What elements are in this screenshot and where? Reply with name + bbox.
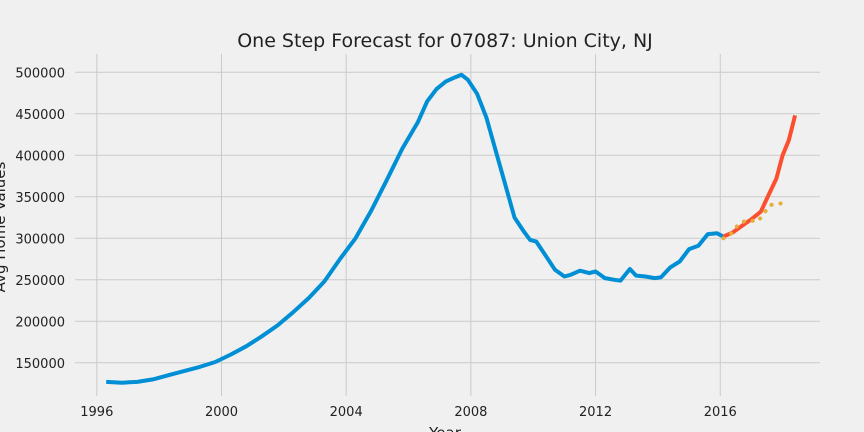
series-line-2	[722, 114, 798, 239]
y-tick-label: 400000	[15, 149, 65, 164]
x-axis-label: Year	[428, 424, 462, 432]
x-tick-label: 2000	[205, 405, 238, 420]
y-tick-labels: 150000 200000 250000 300000 350000 400000 4500…	[15, 66, 65, 372]
y-tick-label: 200000	[15, 315, 65, 330]
x-tick-labels: 1996 2000 2004 2008 2012 2016	[80, 405, 737, 420]
y-tick-label: 250000	[15, 274, 65, 289]
y-tick-label: 350000	[15, 191, 65, 206]
chart-title: One Step Forecast for 07087: Union City,…	[237, 30, 653, 52]
series-line-1	[106, 72, 725, 385]
series-lines	[106, 72, 798, 385]
y-tick-label: 500000	[15, 66, 65, 81]
grid-lines	[75, 54, 820, 396]
x-tick-label: 2016	[704, 405, 737, 420]
y-tick-label: 450000	[15, 108, 65, 123]
x-tick-label: 2012	[579, 405, 612, 420]
x-tick-label: 2004	[330, 405, 363, 420]
y-tick-label: 300000	[15, 232, 65, 247]
y-tick-label: 150000	[15, 357, 65, 372]
y-axis-label: Avg Home Values	[0, 162, 9, 293]
x-tick-label: 1996	[80, 405, 113, 420]
x-tick-label: 2008	[454, 405, 487, 420]
